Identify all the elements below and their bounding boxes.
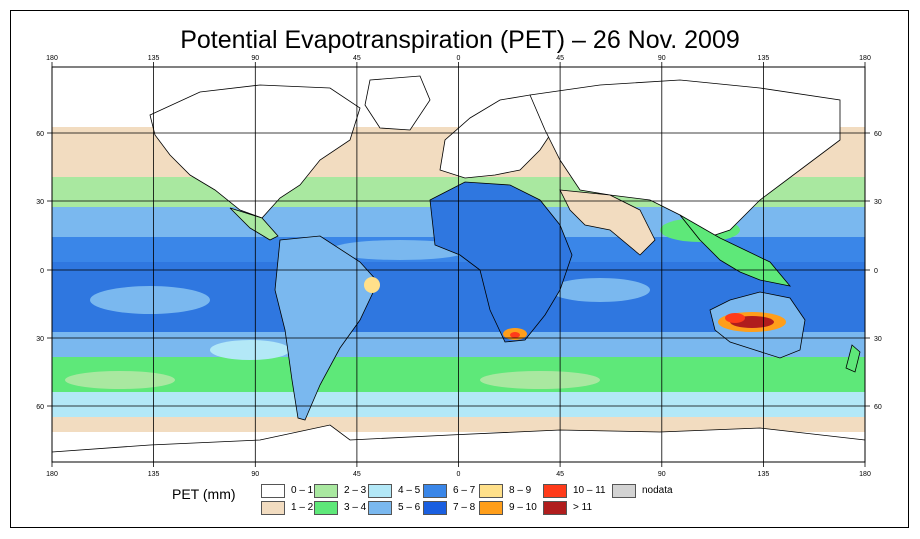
legend-label-gt-11: > 11 bbox=[573, 502, 592, 513]
legend-swatch-10-11 bbox=[543, 484, 567, 498]
lat-label-right-2: 0 bbox=[874, 268, 878, 275]
legend-label-7-8: 7 – 8 bbox=[453, 502, 476, 513]
lon-label-top-2: 90 bbox=[251, 55, 259, 62]
south-america bbox=[274, 235, 379, 421]
legend-label-1-2: 1 – 2 bbox=[291, 502, 314, 513]
lat-label-left-2: 0 bbox=[40, 268, 44, 275]
legend-label-2-3: 2 – 3 bbox=[344, 485, 367, 496]
legend-label-9-10: 9 – 10 bbox=[509, 502, 537, 513]
legend-label-5-6: 5 – 6 bbox=[398, 502, 421, 513]
legend-swatch-2-3 bbox=[314, 484, 338, 498]
legend-label-3-4: 3 – 4 bbox=[344, 502, 367, 513]
brazil-hotspot bbox=[364, 277, 380, 293]
lon-label-bottom-7: 135 bbox=[758, 471, 770, 478]
arabia-india bbox=[559, 189, 656, 256]
patch-6 bbox=[480, 371, 600, 389]
lon-label-top-7: 135 bbox=[758, 55, 770, 62]
lon-label-bottom-6: 90 bbox=[658, 471, 666, 478]
lon-label-bottom-8: 180 bbox=[859, 471, 871, 478]
patch-2 bbox=[550, 278, 650, 302]
lon-label-top-3: 45 bbox=[353, 55, 361, 62]
legend-swatch-3-4 bbox=[314, 501, 338, 515]
legend-label-6-7: 6 – 7 bbox=[453, 485, 476, 496]
figure-title: Potential Evapotranspiration (PET) – 26 … bbox=[180, 26, 740, 54]
lon-label-bottom-1: 135 bbox=[148, 471, 160, 478]
lat-label-left-3: 30 bbox=[36, 336, 44, 343]
legend-label-nodata: nodata bbox=[642, 485, 673, 496]
graticule bbox=[52, 67, 865, 462]
lon-label-top-6: 90 bbox=[658, 55, 666, 62]
lat-label-left-1: 30 bbox=[36, 199, 44, 206]
central-america bbox=[229, 207, 279, 241]
lat-label-right-4: 60 bbox=[874, 404, 882, 411]
lat-label-left-0: 60 bbox=[36, 131, 44, 138]
legend-title: PET (mm) bbox=[172, 486, 236, 502]
lon-label-bottom-3: 45 bbox=[353, 471, 361, 478]
patch-1 bbox=[90, 286, 210, 314]
legend-swatch-1-2 bbox=[261, 501, 285, 515]
lon-label-bottom-2: 90 bbox=[251, 471, 259, 478]
legend-swatch-8-9 bbox=[479, 484, 503, 498]
lon-label-top-8: 180 bbox=[859, 55, 871, 62]
patch-5 bbox=[65, 371, 175, 389]
legend-swatch-4-5 bbox=[368, 484, 392, 498]
legend-swatch-gt-11 bbox=[543, 501, 567, 515]
southern-africa-hotspot-core bbox=[510, 332, 520, 338]
lat-label-right-1: 30 bbox=[874, 199, 882, 206]
patch-4 bbox=[210, 340, 290, 360]
lon-label-top-4: 0 bbox=[457, 55, 461, 62]
lon-label-bottom-0: 180 bbox=[46, 471, 58, 478]
legend-label-0-1: 0 – 1 bbox=[291, 485, 314, 496]
legend-swatch-9-10 bbox=[479, 501, 503, 515]
southeast-asia bbox=[679, 214, 792, 287]
legend-swatch-7-8 bbox=[423, 501, 447, 515]
lon-label-bottom-5: 45 bbox=[556, 471, 564, 478]
legend-swatch-nodata bbox=[612, 484, 636, 498]
lat-label-right-3: 30 bbox=[874, 336, 882, 343]
lon-label-bottom-4: 0 bbox=[457, 471, 461, 478]
legend-swatch-0-1 bbox=[261, 484, 285, 498]
asia bbox=[529, 79, 841, 241]
legend-label-10-11: 10 – 11 bbox=[573, 485, 606, 496]
australia-hotspot-red bbox=[725, 313, 745, 323]
lon-label-top-0: 180 bbox=[46, 55, 58, 62]
lat-label-left-4: 60 bbox=[36, 404, 44, 411]
greenland bbox=[364, 75, 431, 131]
lon-label-top-1: 135 bbox=[148, 55, 160, 62]
legend-label-4-5: 4 – 5 bbox=[398, 485, 421, 496]
africa bbox=[429, 181, 573, 343]
legend-label-8-9: 8 – 9 bbox=[509, 485, 532, 496]
lon-label-top-5: 45 bbox=[556, 55, 564, 62]
legend-swatch-6-7 bbox=[423, 484, 447, 498]
lat-label-right-0: 60 bbox=[874, 131, 882, 138]
new-zealand bbox=[845, 344, 861, 373]
tick-marks bbox=[47, 62, 870, 467]
legend-swatch-5-6 bbox=[368, 501, 392, 515]
